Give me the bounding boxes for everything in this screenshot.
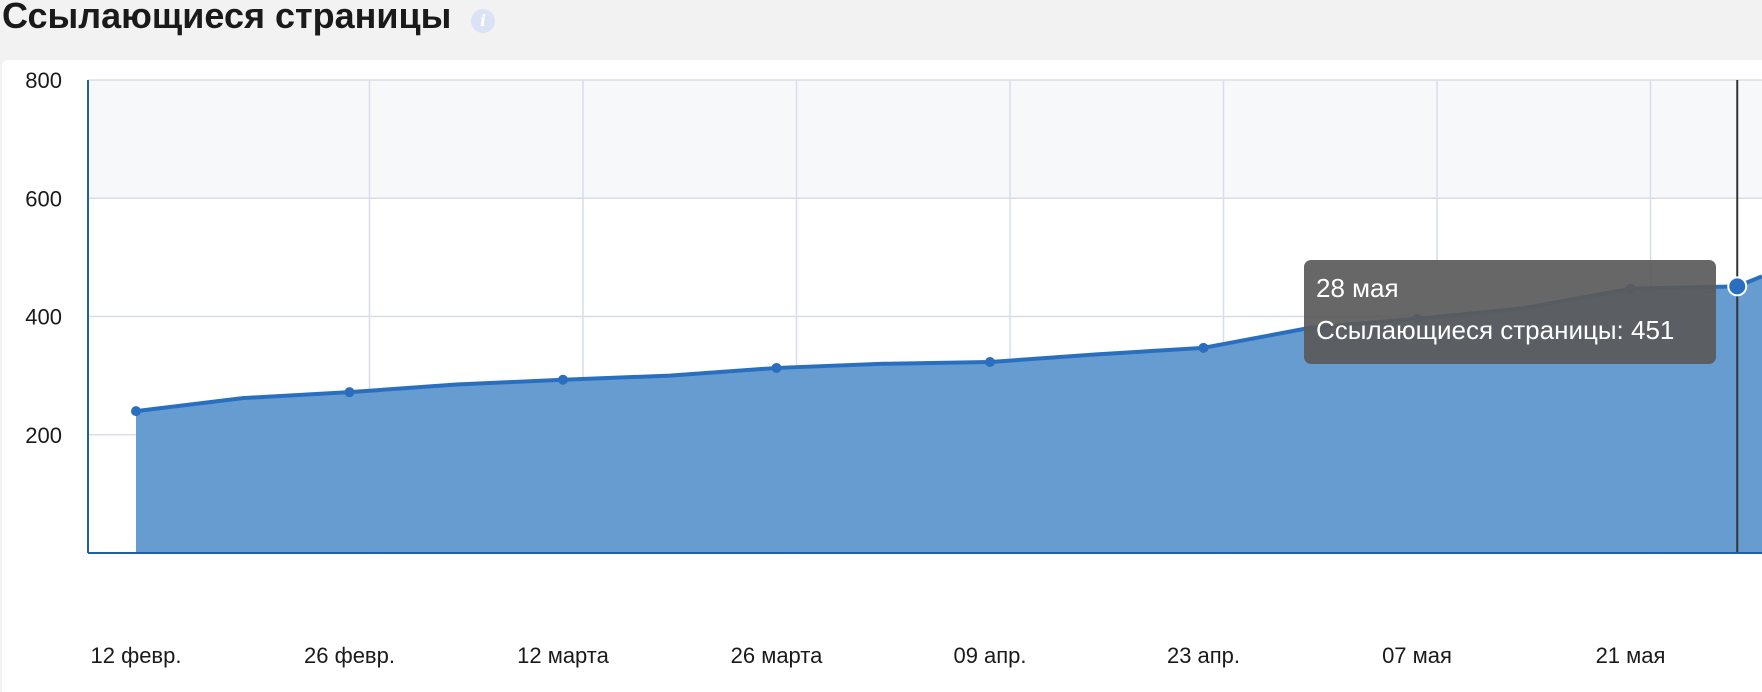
x-tick-label: 26 февр. bbox=[304, 643, 395, 668]
x-tick-label: 09 апр. bbox=[953, 643, 1026, 668]
y-tick-label: 200 bbox=[25, 423, 62, 448]
y-tick-label: 400 bbox=[25, 305, 62, 330]
data-point[interactable] bbox=[131, 406, 141, 417]
y-tick-label: 800 bbox=[25, 68, 62, 93]
info-icon[interactable]: i bbox=[471, 9, 495, 33]
data-point[interactable] bbox=[1198, 342, 1209, 353]
area-chart[interactable]: 200 400 600 800 12 февр. 26 февр. 12 марта 26 м… bbox=[2, 60, 1762, 692]
x-tick-label: 12 февр. bbox=[91, 643, 182, 668]
y-tick-label: 600 bbox=[25, 186, 62, 211]
data-point[interactable] bbox=[344, 387, 355, 398]
page-title: Ссылающиеся страницы bbox=[2, 0, 452, 36]
data-point[interactable] bbox=[985, 357, 995, 368]
plot-band bbox=[88, 80, 1762, 199]
x-tick-label: 21 мая bbox=[1596, 643, 1666, 668]
x-tick-label: 26 марта bbox=[731, 643, 824, 668]
x-tick-label: 12 марта bbox=[517, 643, 610, 668]
chart-tooltip: 28 мая Ссылающиеся страницы: 451 bbox=[1304, 260, 1716, 364]
header: Ссылающиеся страницы i bbox=[0, 0, 1762, 58]
x-tick-label: 07 мая bbox=[1382, 643, 1452, 668]
hovered-data-point[interactable] bbox=[1727, 276, 1748, 297]
tooltip-date: 28 мая bbox=[1316, 273, 1399, 303]
x-tick-label: 23 апр. bbox=[1167, 643, 1240, 668]
data-point[interactable] bbox=[558, 374, 568, 385]
data-point[interactable] bbox=[771, 362, 782, 373]
tooltip-value: Ссылающиеся страницы: 451 bbox=[1316, 315, 1675, 345]
chart-panel: 200 400 600 800 12 февр. 26 февр. 12 марта 26 м… bbox=[2, 60, 1762, 692]
